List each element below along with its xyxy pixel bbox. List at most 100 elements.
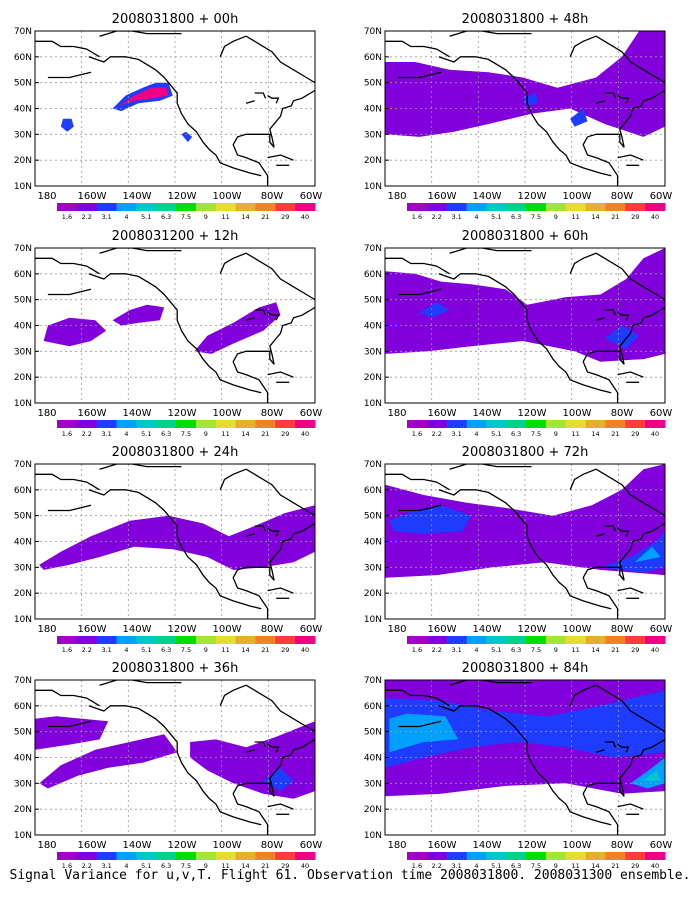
colorbar-label: 6.3 xyxy=(511,430,521,438)
colorbar-label: 5.1 xyxy=(491,862,501,870)
colorbar-label: 1.6 xyxy=(412,213,422,221)
lon-tick-label: 180 xyxy=(387,840,406,851)
coastline-path xyxy=(438,273,612,394)
lon-tick-label: 100W xyxy=(213,840,242,851)
coastline-path xyxy=(245,100,255,104)
contour-region xyxy=(190,721,315,799)
colorbar-label: 21 xyxy=(611,862,619,870)
colorbar-label: 40 xyxy=(651,213,659,221)
colorbar-label: 40 xyxy=(301,213,309,221)
colorbar-swatch xyxy=(76,852,98,860)
coastline-path xyxy=(582,306,665,403)
lon-tick-label: 180 xyxy=(387,408,406,419)
coastline-path xyxy=(604,525,617,532)
lat-tick-label: 20N xyxy=(364,373,382,383)
colorbar-swatch xyxy=(645,420,666,428)
colorbar-label: 1.6 xyxy=(62,646,72,654)
colorbar-swatch xyxy=(645,203,666,211)
colorbar-swatch xyxy=(526,636,547,644)
colorbar-swatch xyxy=(235,852,256,860)
colorbar-label: 2.2 xyxy=(432,646,442,654)
colorbar-label: 14 xyxy=(591,646,599,654)
lat-tick-label: 70N xyxy=(14,460,32,470)
coastline-path xyxy=(617,803,644,810)
colorbar-label: 2.2 xyxy=(82,213,92,221)
grid-lines xyxy=(35,31,315,186)
colorbar-swatch xyxy=(255,636,276,644)
coastline-path xyxy=(245,533,255,537)
lon-tick-label: 100W xyxy=(563,408,592,419)
colorbar-label: 2.2 xyxy=(82,430,92,438)
colorbar-swatch xyxy=(625,636,646,644)
colorbar-swatch xyxy=(446,420,468,428)
colorbar-swatch xyxy=(96,203,118,211)
colorbar-swatch xyxy=(545,203,567,211)
lat-tick-label: 60N xyxy=(364,486,382,496)
colorbar-label: 7.5 xyxy=(181,646,191,654)
coastline-path xyxy=(617,312,630,321)
coastline-path xyxy=(232,306,315,403)
coastline-path xyxy=(604,741,617,748)
figure-caption: Signal Variance for u,v,T. Flight 61. Ob… xyxy=(9,868,691,883)
colorbar-swatch xyxy=(585,852,606,860)
contour-fill xyxy=(60,82,193,143)
colorbar-label: 9 xyxy=(204,430,208,438)
coastline-path xyxy=(449,680,532,686)
colorbar-label: 29 xyxy=(631,213,639,221)
coastline-path xyxy=(245,749,255,753)
colorbar-swatch xyxy=(76,420,98,428)
colorbar-swatch xyxy=(486,852,507,860)
map-panel: 2008031200 + 12h 10N 20N 30N 40N 50N 60N 70N 180… xyxy=(14,229,323,438)
coastline-path xyxy=(569,468,665,517)
lat-tick-label: 30N xyxy=(14,130,32,140)
colorbar-label: 7.5 xyxy=(531,213,541,221)
contour-region xyxy=(35,716,109,750)
contour-region xyxy=(181,131,193,143)
lat-tick-label: 60N xyxy=(14,702,32,712)
panel-title: 2008031800 + 84h xyxy=(462,661,589,676)
lat-tick-label: 60N xyxy=(364,702,382,712)
colorbar-swatch xyxy=(255,420,276,428)
colorbar-swatch xyxy=(585,420,606,428)
map-panel: 2008031800 + 00h 10N 20N 30N 40N 50N 60N 70N 180… xyxy=(14,12,323,221)
panel-title: 2008031800 + 60h xyxy=(462,229,589,244)
lat-tick-label: 70N xyxy=(364,676,382,686)
colorbar-swatch xyxy=(116,203,137,211)
colorbar-swatch xyxy=(466,852,487,860)
lon-tick-label: 120W xyxy=(168,191,197,202)
colorbar-swatch xyxy=(136,420,157,428)
colorbar-label: 9 xyxy=(204,213,208,221)
coastline-path xyxy=(449,31,532,37)
colorbar-swatch xyxy=(466,203,487,211)
lat-tick-label: 10N xyxy=(364,399,382,409)
coastline-path xyxy=(397,288,442,296)
lon-tick-label: 80W xyxy=(611,191,634,202)
lat-tick-label: 70N xyxy=(14,244,32,254)
coastline-path xyxy=(88,273,262,394)
colorbar-label: 7.5 xyxy=(181,862,191,870)
panel-title: 2008031200 + 12h xyxy=(112,229,239,244)
colorbar-swatch xyxy=(545,636,567,644)
coastline-path xyxy=(617,528,630,537)
lat-tick-label: 30N xyxy=(14,563,32,573)
colorbar-label: 21 xyxy=(261,646,269,654)
lat-tick-label: 60N xyxy=(364,53,382,63)
lat-tick-label: 40N xyxy=(14,322,32,332)
colorbar-label: 11 xyxy=(222,862,230,870)
colorbar-swatch xyxy=(176,203,197,211)
colorbar-label: 14 xyxy=(591,430,599,438)
colorbar-swatch xyxy=(235,420,256,428)
colorbar-swatch xyxy=(426,420,448,428)
colorbar-label: 7.5 xyxy=(181,213,191,221)
lon-tick-label: 80W xyxy=(611,840,634,851)
coastline-path xyxy=(47,504,92,512)
colorbar-label: 3.1 xyxy=(101,430,111,438)
colorbar-label: 5.1 xyxy=(141,213,151,221)
lat-tick-label: 10N xyxy=(14,831,32,841)
colorbar-label: 3.1 xyxy=(101,646,111,654)
lon-tick-label: 100W xyxy=(213,624,242,635)
coastline-path xyxy=(267,154,294,161)
coastline-path xyxy=(617,371,644,378)
lat-tick-label: 40N xyxy=(364,754,382,764)
colorbar-swatch xyxy=(275,203,296,211)
